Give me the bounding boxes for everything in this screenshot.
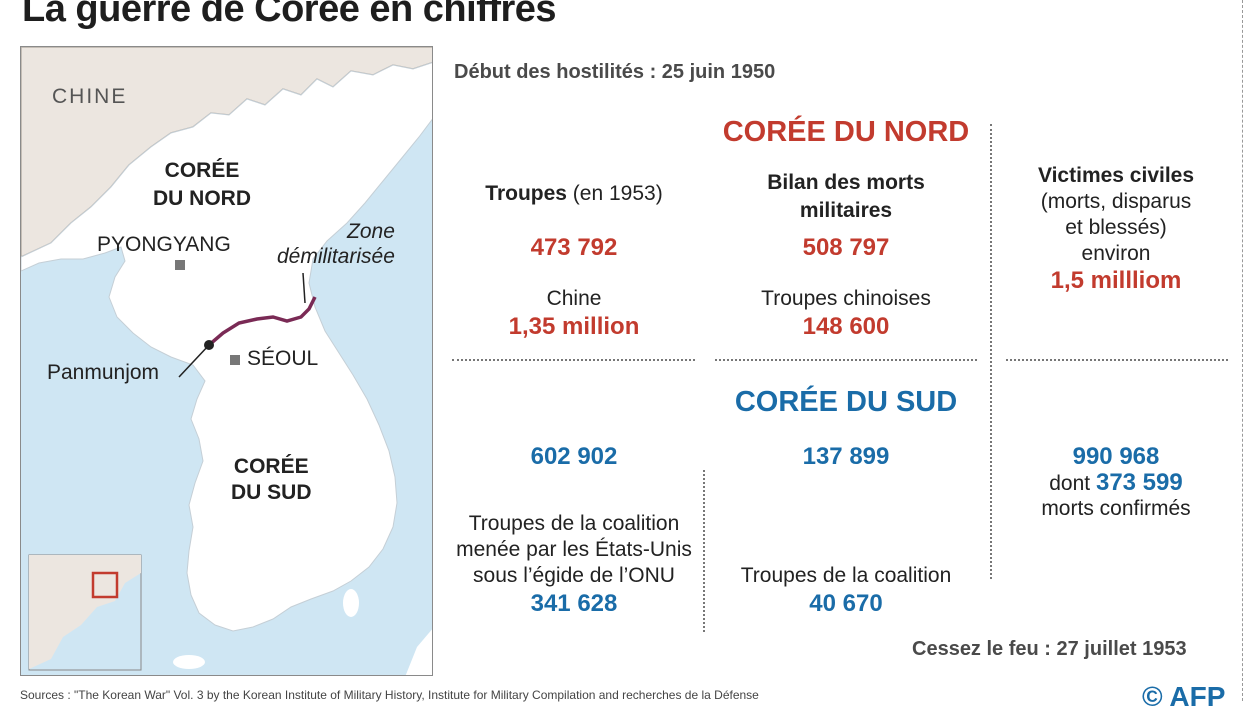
island: [343, 589, 359, 617]
military-deaths-header-line1: Bilan des morts: [767, 171, 925, 194]
map-label-seoul: SÉOUL: [247, 347, 319, 370]
military-deaths-header: Bilan des morts militaires: [714, 169, 978, 225]
confirmed-deaths-label: morts confirmés: [1041, 497, 1191, 520]
inset-highlight: [91, 571, 119, 599]
jeju-island: [173, 655, 205, 669]
south-troops-value: 602 902: [530, 443, 618, 470]
civilian-victims-line2: (morts, disparus: [1040, 190, 1192, 213]
map-label-north-korea-line2: DU NORD: [153, 187, 251, 210]
south-military-deaths-value: 137 899: [802, 443, 890, 470]
map-label-china: CHINE: [52, 85, 128, 108]
map-svg: [21, 47, 432, 675]
north-korea-heading: CORÉE DU NORD: [722, 116, 970, 148]
source-note: Sources : "The Korean War" Vol. 3 by the…: [20, 688, 759, 702]
map-label-south-korea-line1: CORÉE: [233, 455, 309, 478]
column-separator: [703, 470, 705, 632]
coalition-troops-value: 341 628: [530, 590, 618, 617]
map-label-panmunjom: Panmunjom: [47, 361, 160, 384]
coalition-line1: Troupes de la coalition: [468, 512, 680, 535]
dmz-line: [207, 296, 317, 347]
map-label-north-korea-line1: CORÉE: [164, 159, 240, 182]
confirmed-deaths-prefix: dont: [1049, 472, 1096, 495]
civilian-victims-line3: et blessés): [1065, 216, 1167, 239]
civilian-victims-heading: Victimes civiles: [1037, 164, 1195, 187]
map-label-north-korea: CORÉE DU NORD: [153, 157, 251, 213]
row-separator: [1006, 359, 1228, 361]
troops-header: Troupes (en 1953): [452, 180, 696, 208]
coalition-line3: sous l’égide de l’ONU: [473, 564, 675, 587]
north-troops-value: 473 792: [530, 234, 618, 261]
south-civilian-victims-value: 990 968: [1072, 443, 1160, 470]
chinese-troops-label: Troupes chinoises: [761, 287, 931, 310]
coalition-deaths-value: 40 670: [809, 590, 883, 617]
map-label-south-korea-line2: DU SUD: [231, 481, 312, 504]
map-label-dmz-line1: Zone: [347, 220, 395, 243]
row-separator: [452, 359, 695, 361]
korea-landmass: [21, 62, 432, 632]
row-separator: [715, 359, 977, 361]
confirmed-deaths-line: dont 373 599: [1004, 470, 1228, 497]
ceasefire-date: Cessez le feu : 27 juillet 1953: [912, 638, 1187, 660]
korea-map: CHINE CORÉE DU NORD PYONGYANG SÉOUL Panm…: [20, 46, 433, 676]
china-troops-value: 1,35 million: [508, 313, 640, 340]
map-label-dmz: Zone démilitarisée: [277, 219, 395, 269]
map-label-dmz-line2: démilitarisée: [277, 245, 395, 268]
military-deaths-header-line2: militaires: [799, 199, 893, 222]
map-label-south-korea: CORÉE DU SUD: [231, 454, 312, 506]
inset-land: [29, 555, 141, 669]
pyongyang-marker: [175, 260, 185, 270]
confirmed-deaths-value: 373 599: [1095, 469, 1183, 496]
coalition-line2: menée par les États-Unis: [456, 538, 692, 561]
page-border: [1242, 0, 1243, 701]
civilian-victims-line4: environ: [1081, 242, 1151, 265]
north-military-deaths-value: 508 797: [802, 234, 890, 261]
seoul-marker: [230, 355, 240, 365]
troops-label: Troupes: [485, 182, 567, 205]
north-civilian-victims-value: 1,5 millliom: [1050, 267, 1182, 294]
page-title: La guerre de Corée en chiffres: [22, 0, 557, 30]
troops-year: (en 1953): [566, 182, 663, 205]
china-label: Chine: [546, 287, 602, 310]
coalition-troops-label: Troupes de la coalition menée par les Ét…: [432, 511, 716, 589]
dmz-leader: [302, 272, 306, 304]
coalition-deaths-label: Troupes de la coalition: [740, 564, 952, 587]
panmunjom-leader: [178, 344, 210, 378]
start-of-hostilities: Début des hostilités : 25 juin 1950: [454, 61, 776, 83]
afp-logo: © AFP: [1142, 681, 1226, 712]
map-label-pyongyang: PYONGYANG: [97, 233, 231, 256]
column-separator: [990, 124, 992, 579]
japan-landmass: [405, 629, 432, 675]
civilian-victims-header: Victimes civiles (morts, disparus et ble…: [1004, 163, 1228, 267]
south-korea-heading: CORÉE DU SUD: [734, 386, 958, 418]
chinese-deaths-value: 148 600: [802, 313, 890, 340]
